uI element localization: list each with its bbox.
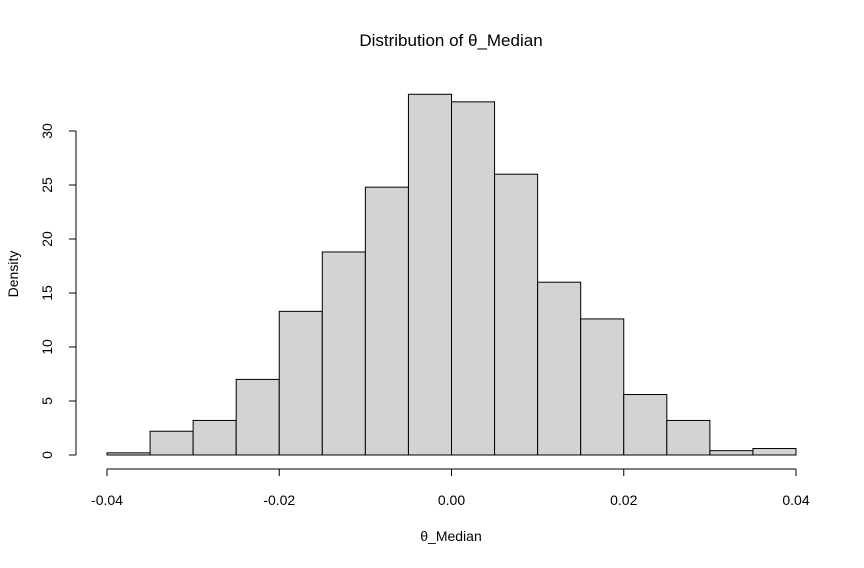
y-tick-label: 0 <box>39 451 55 459</box>
x-axis-label: θ_Median <box>420 528 482 544</box>
y-axis: 0 5 10 15 20 25 30 <box>39 123 77 459</box>
histogram-bar <box>278 310 323 456</box>
x-tick-label: 0.04 <box>782 492 809 508</box>
y-tick-label: 15 <box>39 285 55 301</box>
histogram-bar <box>752 448 797 456</box>
histogram-bar <box>666 419 711 456</box>
histogram-bar <box>580 318 625 456</box>
x-tick-label: 0.02 <box>610 492 637 508</box>
x-tick-label: 0.00 <box>438 492 465 508</box>
y-tick-label: 30 <box>39 123 55 139</box>
y-axis-label: Density <box>5 251 21 298</box>
y-tick-label: 20 <box>39 231 55 247</box>
histogram-bar <box>321 251 366 456</box>
histogram-bar <box>623 394 668 456</box>
histogram-bar <box>235 378 280 456</box>
histogram-bar <box>494 173 539 456</box>
y-tick-label: 25 <box>39 177 55 193</box>
histogram-bar <box>192 419 237 456</box>
histogram-bar <box>149 430 194 456</box>
histogram-bar <box>364 186 409 456</box>
chart-title: Distribution of θ_Median <box>359 31 542 50</box>
histogram-bar <box>537 281 582 456</box>
x-axis: -0.04 -0.02 0.00 0.02 0.04 <box>91 468 810 508</box>
x-tick-label: -0.04 <box>91 492 123 508</box>
y-tick-label: 10 <box>39 339 55 355</box>
x-tick-label: -0.02 <box>263 492 295 508</box>
histogram-bar <box>106 452 151 456</box>
histogram-bar <box>709 450 754 456</box>
bars-group <box>106 93 797 456</box>
histogram-bar <box>407 93 452 456</box>
histogram-bar <box>451 101 496 456</box>
y-tick-label: 5 <box>39 397 55 405</box>
